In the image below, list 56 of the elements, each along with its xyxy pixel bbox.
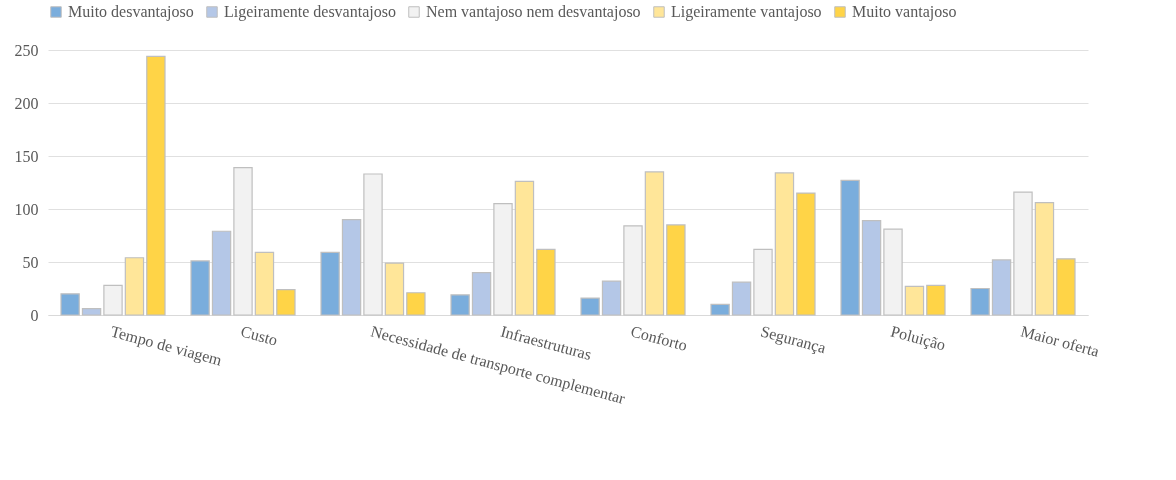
bar [146, 55, 166, 316]
bar [840, 179, 860, 316]
bar [731, 281, 752, 316]
x-tick-label: Conforto [628, 322, 690, 354]
bar [774, 172, 795, 316]
bar [580, 297, 600, 316]
bar [601, 280, 622, 316]
y-tick-label: 50 [22, 253, 39, 271]
legend-label: Nem vantajoso nem desvantajoso [426, 3, 641, 21]
bar [254, 251, 275, 316]
y-tick-label: 150 [14, 147, 39, 165]
bar [60, 293, 80, 316]
x-tick-label: Maior oferta [1018, 322, 1101, 360]
bar [450, 294, 470, 316]
bar [276, 288, 296, 316]
bar [81, 308, 102, 316]
y-tick-label: 200 [14, 94, 39, 112]
bar [493, 203, 513, 316]
bar [1034, 202, 1055, 316]
legend-label: Muito vantajoso [852, 3, 957, 21]
bar [103, 284, 123, 316]
legend-label: Ligeiramente desvantajoso [224, 3, 396, 21]
bar [1013, 191, 1033, 316]
legend-label: Ligeiramente vantajoso [671, 3, 822, 21]
x-tick-label: Custo [238, 322, 280, 349]
bar [471, 272, 492, 316]
bar [124, 257, 145, 316]
bar [1056, 258, 1076, 316]
bar [623, 225, 643, 316]
bar [753, 248, 773, 316]
y-tick-label: 100 [14, 200, 39, 218]
bar [970, 287, 990, 316]
y-tick-label: 250 [14, 41, 39, 59]
bar [233, 167, 253, 316]
bar [514, 180, 535, 316]
bar [644, 171, 665, 316]
bar [536, 248, 556, 316]
bar [926, 284, 946, 316]
bar [406, 292, 426, 316]
bar [710, 303, 730, 316]
x-tick-label: Tempo de viagem [108, 322, 225, 370]
x-tick-label: Poluição [888, 322, 948, 355]
bar [883, 228, 903, 316]
bar [796, 192, 816, 316]
bar [861, 220, 882, 316]
bar [363, 173, 383, 316]
bar [211, 230, 232, 316]
bar [991, 259, 1012, 316]
y-tick-label: 0 [30, 306, 39, 324]
bar [904, 285, 925, 316]
bar [666, 224, 686, 316]
legend-label: Muito desvantajoso [68, 3, 194, 21]
bar [190, 260, 210, 316]
bar [384, 262, 405, 316]
bar [341, 219, 362, 316]
bar [320, 251, 340, 316]
